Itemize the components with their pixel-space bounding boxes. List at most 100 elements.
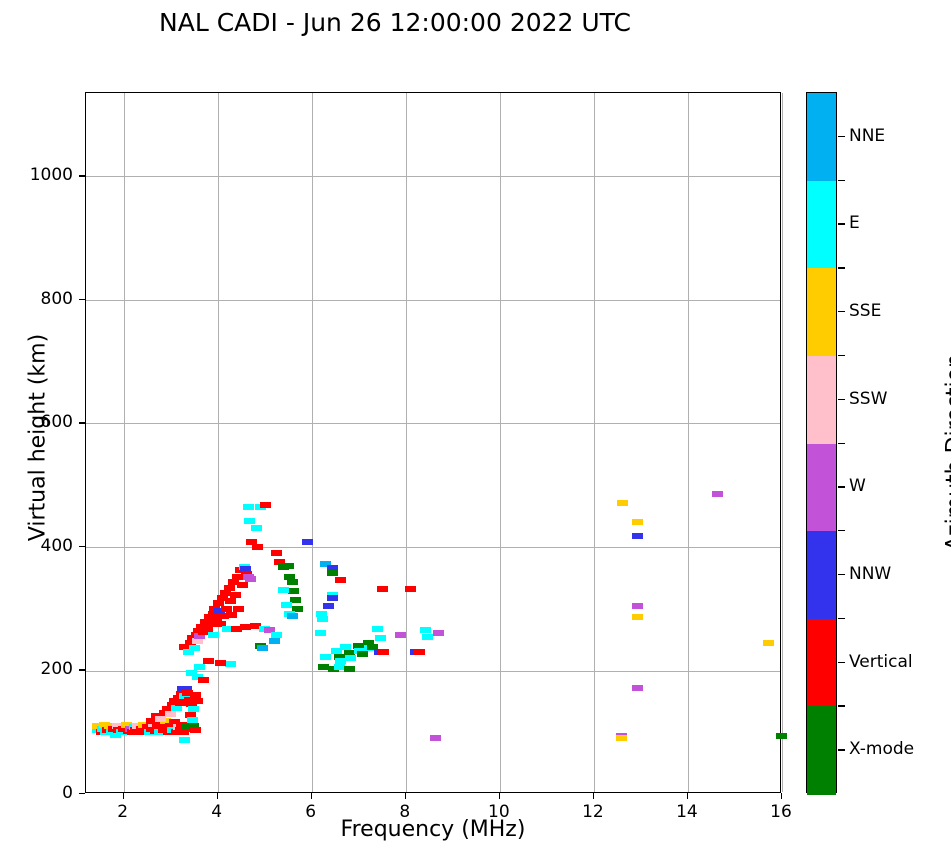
data-mark — [271, 550, 283, 557]
data-mark — [228, 578, 240, 585]
data-mark — [187, 723, 199, 730]
data-mark — [244, 518, 256, 524]
data-mark — [183, 648, 194, 655]
y-axis-label: Virtual height (km) — [25, 333, 51, 542]
data-mark — [357, 651, 368, 658]
colorbar-tick — [838, 573, 845, 576]
chart-title: NAL CADI - Jun 26 12:00:00 2022 UTC — [159, 8, 631, 37]
data-mark — [155, 721, 167, 728]
data-mark — [263, 626, 275, 633]
colorbar-label-sse: SSE — [849, 301, 882, 322]
data-mark — [377, 648, 389, 655]
colorbar-tick — [838, 661, 845, 663]
data-mark — [216, 594, 228, 601]
data-mark — [268, 637, 280, 644]
data-mark — [226, 611, 238, 618]
data-mark — [274, 558, 286, 565]
data-mark — [189, 692, 201, 699]
data-mark — [168, 698, 180, 705]
data-mark — [154, 715, 166, 722]
gridline-x — [405, 93, 407, 792]
x-tick-label: 16 — [770, 802, 792, 822]
colorbar-label-e: E — [849, 213, 860, 234]
x-tick-label: 8 — [399, 802, 411, 822]
colorbar-tick — [838, 398, 845, 401]
data-mark — [316, 615, 328, 622]
data-mark — [185, 669, 197, 676]
colorbar-label-x-mode: X-mode — [849, 739, 915, 760]
gridline-x — [217, 93, 219, 792]
x-tick-label: 6 — [305, 802, 317, 822]
data-mark — [162, 705, 174, 712]
data-mark — [198, 629, 210, 636]
colorbar-segment-ssw — [807, 355, 836, 444]
data-mark — [170, 704, 182, 711]
colorbar-segment-w — [807, 443, 836, 532]
colorbar-tick — [838, 486, 845, 488]
gridline-x — [782, 93, 783, 792]
x-tick-label: 10 — [488, 802, 510, 822]
data-mark — [221, 625, 233, 632]
data-mark — [232, 605, 244, 612]
data-mark — [335, 577, 347, 584]
data-mark — [236, 582, 248, 589]
y-tick — [79, 793, 85, 795]
colorbar — [806, 92, 837, 795]
data-mark — [249, 623, 261, 629]
data-mark — [323, 603, 335, 610]
data-mark — [246, 539, 257, 545]
data-mark — [185, 700, 197, 707]
data-mark — [168, 719, 180, 726]
colorbar-label-nne: NNE — [849, 125, 886, 146]
data-mark — [178, 729, 190, 736]
colorbar-segment-vertical — [807, 618, 836, 707]
data-mark — [631, 532, 643, 539]
data-mark — [287, 613, 299, 620]
data-mark — [320, 653, 332, 660]
gridline-y — [86, 176, 780, 178]
x-tick — [498, 793, 501, 799]
data-mark — [231, 625, 242, 632]
data-mark — [327, 666, 339, 673]
y-tick-label: 400 — [40, 535, 73, 556]
data-mark — [631, 684, 643, 691]
data-mark — [165, 723, 177, 730]
data-mark — [301, 539, 313, 545]
data-mark — [315, 610, 327, 617]
colorbar-tick — [838, 223, 845, 225]
data-mark — [343, 650, 355, 657]
colorbar-tick — [838, 749, 845, 751]
data-mark — [179, 693, 191, 700]
data-mark — [191, 698, 203, 705]
data-mark — [223, 584, 235, 591]
data-mark — [631, 603, 643, 610]
data-mark — [146, 718, 158, 725]
data-mark — [631, 519, 643, 526]
data-mark — [186, 716, 198, 723]
data-mark — [217, 613, 229, 620]
data-mark — [191, 673, 203, 680]
y-tick-label: 600 — [40, 412, 73, 433]
x-tick — [592, 793, 595, 799]
gridline-y — [86, 423, 780, 425]
data-mark — [240, 566, 252, 573]
x-tick — [404, 793, 407, 799]
data-mark — [109, 731, 121, 738]
y-tick-label: 0 — [62, 783, 73, 803]
colorbar-segment-sse — [807, 268, 836, 357]
data-mark — [196, 624, 208, 631]
colorbar-label-vertical: Vertical — [849, 651, 913, 672]
data-mark — [374, 635, 386, 642]
data-mark — [334, 663, 346, 670]
data-mark — [202, 657, 214, 664]
colorbar-boundary-tick — [838, 530, 845, 532]
data-mark — [165, 710, 177, 717]
data-mark — [367, 644, 379, 650]
data-mark — [280, 602, 292, 608]
data-marks-layer — [86, 93, 787, 792]
gridline-y — [86, 299, 780, 301]
data-mark — [205, 620, 217, 627]
data-mark — [376, 585, 388, 592]
data-mark — [326, 594, 338, 601]
data-mark — [198, 677, 210, 684]
